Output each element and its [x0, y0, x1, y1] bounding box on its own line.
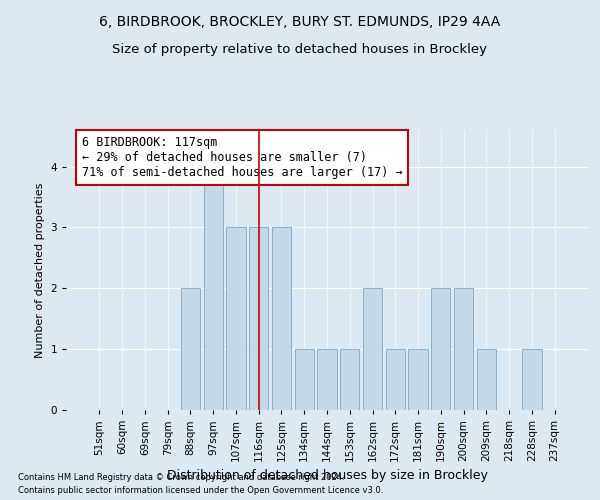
Text: 6 BIRDBROOK: 117sqm
← 29% of detached houses are smaller (7)
71% of semi-detache: 6 BIRDBROOK: 117sqm ← 29% of detached ho…	[82, 136, 402, 178]
Text: 6, BIRDBROOK, BROCKLEY, BURY ST. EDMUNDS, IP29 4AA: 6, BIRDBROOK, BROCKLEY, BURY ST. EDMUNDS…	[100, 15, 500, 29]
Text: Contains public sector information licensed under the Open Government Licence v3: Contains public sector information licen…	[18, 486, 383, 495]
Text: Contains HM Land Registry data © Crown copyright and database right 2024.: Contains HM Land Registry data © Crown c…	[18, 474, 344, 482]
Bar	[340, 349, 359, 410]
Bar	[295, 349, 314, 410]
Bar	[454, 288, 473, 410]
Bar	[431, 288, 451, 410]
Bar	[249, 228, 268, 410]
Bar	[203, 166, 223, 410]
Bar	[522, 349, 542, 410]
Bar	[363, 288, 382, 410]
X-axis label: Distribution of detached houses by size in Brockley: Distribution of detached houses by size …	[167, 470, 487, 482]
Text: Size of property relative to detached houses in Brockley: Size of property relative to detached ho…	[113, 42, 487, 56]
Bar	[226, 228, 245, 410]
Y-axis label: Number of detached properties: Number of detached properties	[35, 182, 45, 358]
Bar	[181, 288, 200, 410]
Bar	[317, 349, 337, 410]
Bar	[476, 349, 496, 410]
Bar	[409, 349, 428, 410]
Bar	[272, 228, 291, 410]
Bar	[386, 349, 405, 410]
